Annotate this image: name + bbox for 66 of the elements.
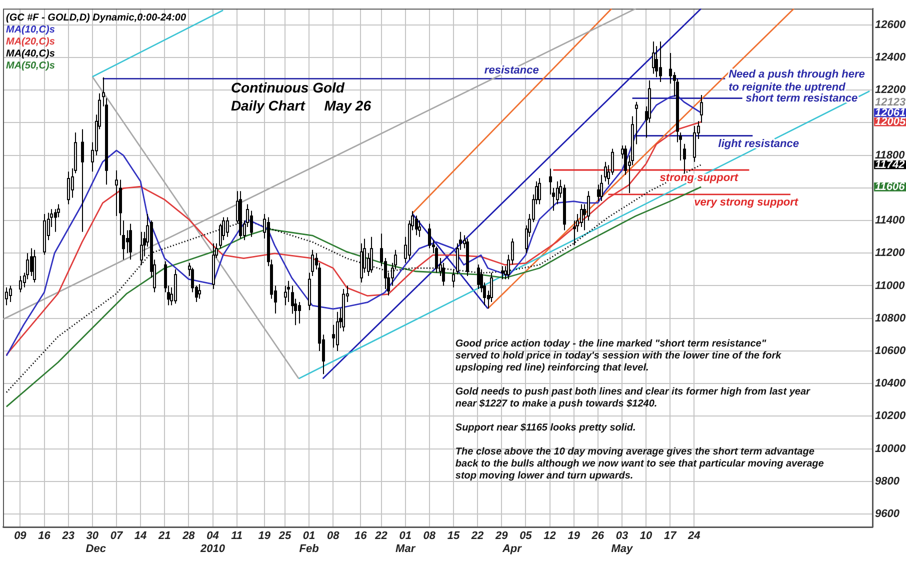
x-tick-label: 01 <box>399 530 412 542</box>
x-tick-label: 25 <box>278 530 292 542</box>
y-tick-label: 11742 <box>875 158 905 171</box>
x-tick-label: 12 <box>544 530 556 542</box>
x2-tick-label: May <box>611 543 634 556</box>
annotation: Support near $1165 looks pretty solid. <box>455 422 636 434</box>
x-tick-label: 15 <box>447 530 460 542</box>
annotation: Good price action today - the line marked "short term resistance" served to hold price in today's session with the lower tine of the fork upsloping red line) reinforcing that level. <box>455 338 782 374</box>
y-tick-label: 10200 <box>875 410 906 422</box>
text: MA(20,C)s <box>6 36 56 48</box>
y-tick-label: 12600 <box>875 18 906 31</box>
x-tick-label: 19 <box>258 530 272 542</box>
y-tick-label: 9600 <box>875 508 900 520</box>
x-tick-label: 04 <box>206 530 219 542</box>
x-tick-label: 22 <box>374 530 388 542</box>
text: Continuous Gold Daily Chart May 26 <box>230 79 372 114</box>
text: MA(40,C)s <box>6 48 56 60</box>
x2-tick-label: Feb <box>299 543 320 556</box>
x-tick-label: 21 <box>157 530 171 542</box>
x-tick-label: 14 <box>134 530 147 542</box>
annotation: Gold needs to push past both lines and clear its former high from last year near $1227 to make a push towards $1240. <box>455 386 812 410</box>
x-tick-label: 26 <box>590 530 605 542</box>
x-tick-label: 23 <box>61 530 74 542</box>
x-tick-label: 19 <box>568 530 581 542</box>
x-tick-label: 28 <box>182 530 196 542</box>
annotation: The close above the 10 day moving average gives the short term advantage back to the bulls although we now want to see that particular moving average stop moving lower and turn upwards. <box>455 446 824 482</box>
x-tick-label: 10 <box>640 530 654 542</box>
y-tick-label: 10600 <box>875 344 906 357</box>
y-tick-label: 12400 <box>875 52 906 64</box>
x-tick-label: 17 <box>664 530 678 542</box>
x-tick-label: 03 <box>616 530 628 542</box>
x2-tick-label: Apr <box>501 543 522 556</box>
text: MA(10,C)s <box>6 24 56 36</box>
y-tick-label: 11000 <box>875 280 906 292</box>
y-tick-label: 10800 <box>875 312 906 324</box>
x-tick-label: 24 <box>687 530 700 542</box>
x-tick-label: 16 <box>38 530 52 542</box>
x2-tick-label: 2010 <box>200 543 226 556</box>
text: MA(50,C)s <box>6 60 56 72</box>
y-tick-label: 12005 <box>875 116 906 128</box>
x-tick-label: 08 <box>423 530 436 542</box>
x-tick-label: 08 <box>326 530 340 542</box>
annotation: very strong support <box>694 196 800 208</box>
y-tick-label: 11606 <box>875 180 906 193</box>
x-tick-label: 09 <box>14 530 28 542</box>
y-tick-label: 9800 <box>875 475 900 488</box>
y-tick-label: 10000 <box>875 442 906 455</box>
x2-tick-label: Mar <box>396 543 416 556</box>
y-tick-label: 12123 <box>875 96 906 109</box>
y-tick-label: 11800 <box>875 149 906 162</box>
x-tick-label: 05 <box>520 530 533 542</box>
x-tick-label: 07 <box>110 530 124 542</box>
x-tick-label: 29 <box>494 530 509 542</box>
x-tick-label: 30 <box>86 530 100 542</box>
y-tick-label: 11400 <box>875 214 906 227</box>
x-tick-label: 01 <box>302 530 316 542</box>
y-tick-label: 11200 <box>875 247 906 260</box>
x-tick-label: 11 <box>231 530 243 542</box>
x-tick-label: 16 <box>354 530 368 542</box>
x2-tick-label: Dec <box>86 543 106 556</box>
chart-title: (GC #F - GOLD,D) Dynamic,0:00-24:00 <box>6 12 186 24</box>
x-tick-label: 22 <box>470 530 484 542</box>
y-tick-label: 12200 <box>875 84 906 96</box>
y-tick-label: 12061 <box>875 106 906 119</box>
annotation: resistance <box>484 64 539 77</box>
y-tick-label: 10400 <box>875 378 906 390</box>
